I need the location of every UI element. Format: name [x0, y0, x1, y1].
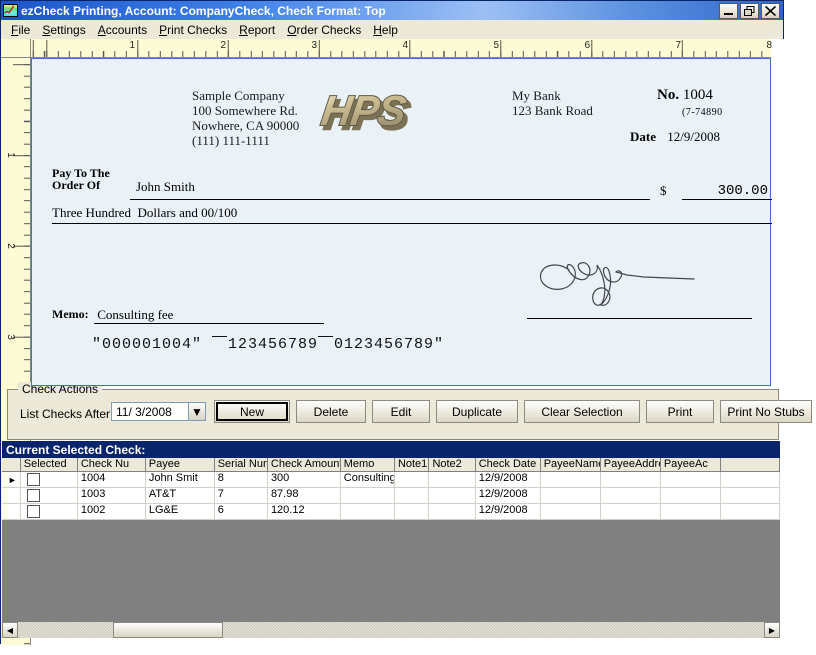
svg-text:HPS: HPS [318, 87, 409, 134]
